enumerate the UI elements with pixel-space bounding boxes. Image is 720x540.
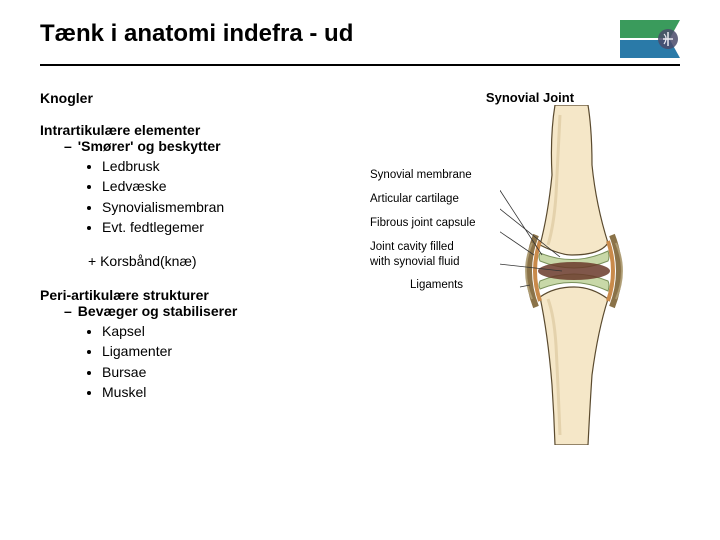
diagram-panel: Synovial Joint Synovial membrane Articul… [370,90,680,445]
list-item: Bursae [102,362,340,382]
label-synovial-membrane: Synovial membrane [370,169,475,183]
label-articular-cartilage: Articular cartilage [370,193,475,207]
list-item: Kapsel [102,321,340,341]
page-title: Tænk i anatomi indefra - ud [40,20,353,48]
list-item: Ledvæske [102,176,340,196]
label-joint-cavity: Joint cavity filled with synovial fluid [370,240,475,269]
list-item: Evt. fedtlegemer [102,217,340,237]
plus-korsband: + Korsbånd(knæ) [88,253,340,269]
title-row: Tænk i anatomi indefra - ud [40,20,680,66]
list-item: Ligamenter [102,341,340,361]
sub-peri: –Bevæger og stabiliserer [64,303,340,319]
label-ligaments: Ligaments [410,279,475,293]
list-item: Ledbrusk [102,156,340,176]
diagram-title: Synovial Joint [380,90,680,105]
heading-knogler: Knogler [40,90,340,106]
list-item: Synovialismembran [102,197,340,217]
joint-illustration [500,105,640,445]
logo [620,20,680,58]
heading-peri: Peri-artikulære strukturer [40,287,340,303]
sub-intra: –'Smører' og beskytter [64,138,340,154]
list-item: Muskel [102,382,340,402]
intra-list: Ledbrusk Ledvæske Synovialismembran Evt.… [102,156,340,237]
text-content: Knogler Intrartikulære elementer –'Smøre… [40,90,340,445]
peri-list: Kapsel Ligamenter Bursae Muskel [102,321,340,402]
label-fibrous-capsule: Fibrous joint capsule [370,217,475,231]
heading-intra: Intrartikulære elementer [40,122,340,138]
diagram-labels: Synovial membrane Articular cartilage Fi… [370,169,475,303]
